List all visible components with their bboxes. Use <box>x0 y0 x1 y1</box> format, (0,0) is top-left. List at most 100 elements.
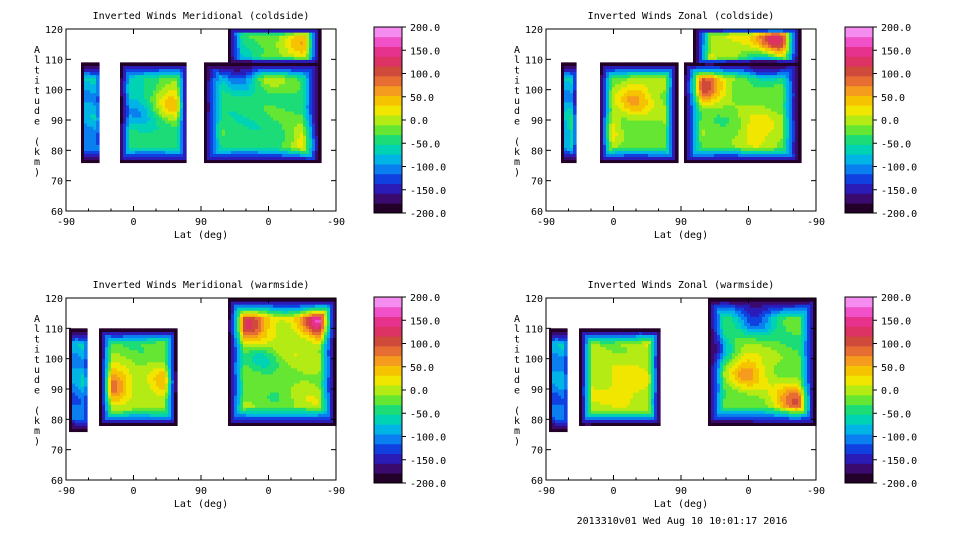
heatmap-cell <box>753 104 757 109</box>
heatmap-cell <box>231 159 235 164</box>
heatmap-cell <box>705 123 709 127</box>
heatmap-cell <box>654 77 658 82</box>
heatmap-cell <box>252 150 256 154</box>
heatmap-cell <box>267 50 271 54</box>
heatmap-cell <box>90 68 94 73</box>
heatmap-cell <box>174 126 178 130</box>
heatmap-cell <box>252 92 256 97</box>
heatmap-cell <box>723 50 727 54</box>
heatmap-cell <box>285 120 289 124</box>
heatmap-cell <box>708 95 712 100</box>
heatmap-cell <box>660 147 664 151</box>
heatmap-cell <box>249 132 253 136</box>
heatmap-cell <box>273 41 277 45</box>
heatmap-cell <box>759 62 763 66</box>
heatmap-cell <box>771 86 775 91</box>
heatmap-cell <box>162 107 166 112</box>
heatmap-cell <box>84 144 88 148</box>
heatmap-cell <box>300 44 304 48</box>
heatmap-cell <box>708 104 712 109</box>
heatmap-cell <box>708 35 712 39</box>
heatmap-cell <box>666 83 670 88</box>
heatmap-cell <box>654 144 658 148</box>
heatmap-cell <box>666 65 670 70</box>
heatmap-cell <box>297 120 301 124</box>
heatmap-cell <box>255 116 259 121</box>
heatmap-cell <box>300 153 304 157</box>
heatmap-cell <box>153 123 157 127</box>
heatmap-cell <box>93 116 97 121</box>
heatmap-cell <box>174 123 178 127</box>
heatmap-cell <box>756 116 760 121</box>
heatmap-cell <box>132 141 136 145</box>
heatmap-cell <box>237 77 241 82</box>
heatmap-cell <box>291 159 295 164</box>
heatmap-cell <box>747 153 751 157</box>
heatmap-cell <box>261 77 265 82</box>
heatmap-cell <box>297 107 301 112</box>
heatmap-cell <box>273 153 277 157</box>
heatmap-cell <box>258 141 262 145</box>
heatmap-cell <box>762 126 766 130</box>
heatmap-cell <box>312 120 316 124</box>
heatmap-cell <box>729 32 733 36</box>
heatmap-cell <box>153 104 157 109</box>
heatmap-cell <box>180 110 184 115</box>
heatmap-cell <box>156 144 160 148</box>
heatmap-cell <box>642 74 646 79</box>
heatmap-cell <box>258 123 262 127</box>
heatmap-cell <box>618 156 622 161</box>
heatmap-cell <box>744 92 748 97</box>
heatmap-cell <box>135 110 139 115</box>
heatmap-cell <box>159 86 163 91</box>
heatmap-cell <box>729 41 733 45</box>
heatmap-cell <box>141 135 145 139</box>
heatmap-cell <box>168 92 172 97</box>
heatmap-cell <box>264 123 268 127</box>
heatmap-cell <box>273 138 277 142</box>
heatmap-cell <box>744 35 748 39</box>
heatmap-cell <box>255 132 259 136</box>
heatmap-cell <box>147 86 151 91</box>
heatmap-cell <box>207 123 211 127</box>
heatmap-cell <box>744 153 748 157</box>
heatmap-cell <box>663 74 667 79</box>
heatmap-cell <box>291 68 295 73</box>
heatmap-cell <box>738 104 742 109</box>
heatmap-cell <box>732 120 736 124</box>
heatmap-cell <box>171 116 175 121</box>
heatmap-cell <box>252 132 256 136</box>
heatmap-cell <box>654 113 658 118</box>
heatmap-cell <box>219 126 223 130</box>
heatmap-cell <box>303 41 307 45</box>
heatmap-cell <box>219 113 223 118</box>
heatmap-cell <box>618 135 622 139</box>
heatmap-cell <box>657 116 661 121</box>
heatmap-cell <box>684 107 688 112</box>
heatmap-cell <box>150 92 154 97</box>
heatmap-cell <box>306 144 310 148</box>
heatmap-cell <box>249 74 253 79</box>
heatmap-cell <box>645 156 649 161</box>
heatmap-cell <box>705 101 709 106</box>
heatmap-cell <box>693 65 697 70</box>
heatmap-cell <box>165 132 169 136</box>
heatmap-cell <box>144 62 148 66</box>
heatmap-cell <box>756 62 760 66</box>
heatmap-cell <box>630 80 634 85</box>
heatmap-cell <box>210 104 214 109</box>
heatmap-cell <box>687 101 691 106</box>
heatmap-cell <box>231 144 235 148</box>
heatmap-cell <box>564 144 568 148</box>
heatmap-cell <box>183 138 187 142</box>
heatmap-cell <box>141 159 145 164</box>
heatmap-cell <box>657 92 661 97</box>
heatmap-cell <box>630 116 634 121</box>
heatmap-cell <box>258 132 262 136</box>
heatmap-cell <box>228 110 232 115</box>
heatmap-cell <box>615 107 619 112</box>
heatmap-cell <box>264 56 268 60</box>
heatmap-cell <box>204 159 208 164</box>
heatmap-cell <box>564 107 568 112</box>
heatmap-cell <box>741 35 745 39</box>
